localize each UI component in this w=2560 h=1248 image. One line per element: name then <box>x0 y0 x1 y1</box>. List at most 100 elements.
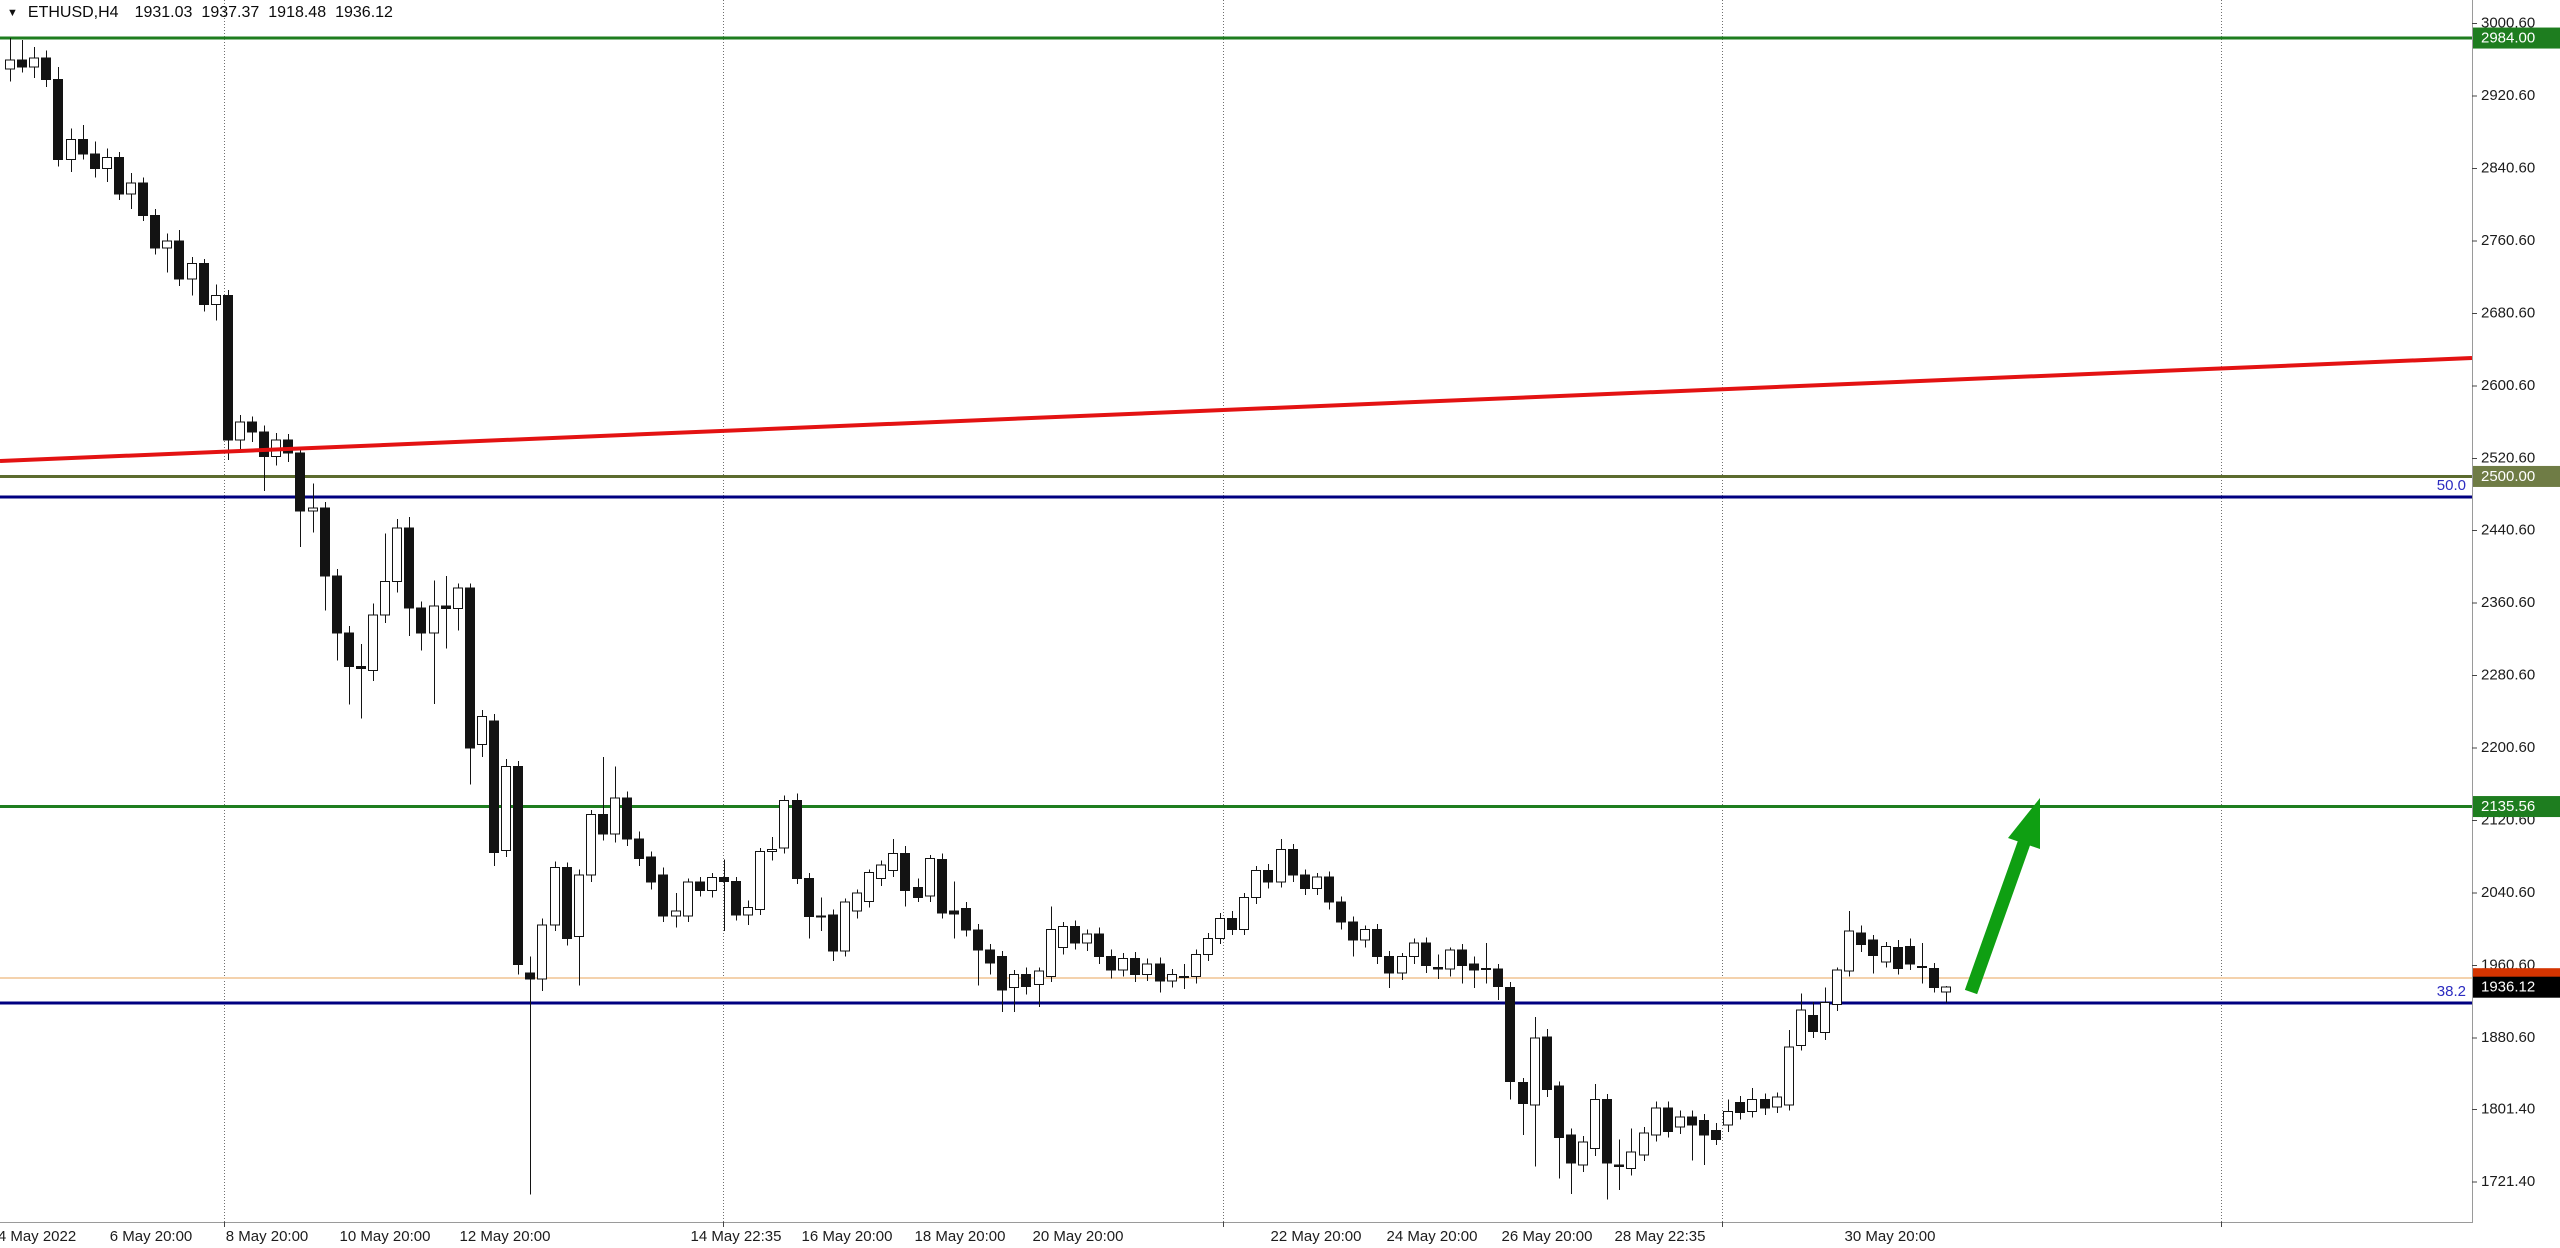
candle-body <box>1046 928 1056 977</box>
candle-body <box>1263 869 1273 883</box>
candle-body <box>17 59 27 68</box>
time-axis-label: 8 May 20:00 <box>226 1228 309 1245</box>
candle-body <box>1929 967 1939 988</box>
candle-body <box>1796 1009 1806 1046</box>
candle-body <box>1421 942 1431 967</box>
candle-body <box>1167 974 1177 982</box>
candle-body <box>695 881 705 891</box>
price-axis-label: 2280.60 <box>2481 667 2535 684</box>
candle-body <box>1747 1099 1757 1112</box>
candle-body <box>562 867 572 939</box>
candle-body <box>537 924 547 980</box>
candle-body <box>211 294 221 305</box>
candle-body <box>876 864 886 880</box>
candle-body <box>804 878 814 918</box>
candle-body <box>961 908 971 931</box>
candle-body <box>41 57 51 81</box>
price-badge-text: 2135.56 <box>2481 798 2535 815</box>
candle-body <box>247 421 257 433</box>
candle-body <box>295 452 305 512</box>
candle-body <box>1518 1081 1528 1104</box>
candle-body <box>1566 1134 1576 1164</box>
candle-body <box>610 797 620 835</box>
candle-body <box>1034 970 1044 986</box>
candle-body <box>1336 901 1346 923</box>
candle-body <box>1832 969 1842 1006</box>
candle-body <box>441 605 451 610</box>
candle-body <box>719 877 729 882</box>
candle-body <box>5 59 15 70</box>
candle-body <box>1021 974 1031 987</box>
time-axis-label: 10 May 20:00 <box>340 1228 431 1245</box>
candle-body <box>477 715 487 746</box>
candle-body <box>1542 1036 1552 1091</box>
candle-body <box>356 666 366 669</box>
candle-body <box>1808 1014 1818 1033</box>
candle-body <box>816 915 826 918</box>
candle-body <box>1118 957 1128 971</box>
candle-body <box>900 852 910 891</box>
candle-body <box>598 813 608 835</box>
candle-body <box>683 881 693 917</box>
fib-level-label: 50.0 <box>2437 477 2466 494</box>
time-axis-label: 6 May 20:00 <box>110 1228 193 1245</box>
candle-body <box>416 607 426 634</box>
candle-body <box>1384 956 1394 974</box>
candle-body <box>90 153 100 169</box>
candle-body <box>1760 1099 1770 1109</box>
ask-price-strip <box>2473 968 2560 978</box>
candle-body <box>138 182 148 217</box>
time-axis-label: 24 May 20:00 <box>1387 1228 1478 1245</box>
candle-body <box>320 507 330 577</box>
candle-body <box>1142 963 1152 976</box>
time-axis-label: 20 May 20:00 <box>1033 1228 1124 1245</box>
candle-body <box>235 421 245 441</box>
price-axis-label: 2920.60 <box>2481 87 2535 104</box>
candle-body <box>646 856 656 883</box>
symbol-period-label: ETHUSD,H4 <box>27 4 119 21</box>
candle-body <box>1082 933 1092 944</box>
candle-body <box>1288 849 1298 876</box>
candle-body <box>78 138 88 155</box>
candle-body <box>1493 968 1503 987</box>
candle-body <box>465 587 475 749</box>
candle-body <box>634 838 644 860</box>
candle-body <box>332 575 342 634</box>
candle-body <box>1215 917 1225 939</box>
candle-body <box>1590 1099 1600 1150</box>
up-arrow-head <box>2008 798 2040 849</box>
candle-body <box>1106 956 1116 971</box>
candle-body <box>743 907 753 916</box>
candle-body <box>925 858 935 897</box>
candle-body <box>1324 876 1334 903</box>
candle-body <box>283 439 293 454</box>
candle-body <box>1239 897 1249 930</box>
candle-body <box>1856 932 1866 946</box>
chart-dropdown-icon[interactable]: ▼ <box>7 7 18 19</box>
candle-body <box>114 157 124 195</box>
ohlc-high: 1937.37 <box>201 4 260 21</box>
candle-body <box>707 877 717 891</box>
candle-body <box>1276 849 1286 883</box>
candle-body <box>368 614 378 671</box>
price-axis-label: 2200.60 <box>2481 739 2535 756</box>
candle-body <box>150 215 160 249</box>
price-badge-olive-level <box>2473 465 2560 487</box>
candle-body <box>1578 1141 1588 1166</box>
candle-body <box>187 263 197 280</box>
price-axis-label: 1801.40 <box>2481 1101 2535 1118</box>
chart-title-bar: ▼ ETHUSD,H4 1931.03 1937.37 1918.48 1936… <box>7 4 402 22</box>
candle-body <box>864 871 874 902</box>
price-axis-label: 2600.60 <box>2481 377 2535 394</box>
candle-body <box>1881 946 1891 963</box>
candle-body <box>1941 986 1951 993</box>
time-axis-label: 14 May 22:35 <box>691 1228 782 1245</box>
candle-body <box>199 263 209 305</box>
candle-body <box>1445 949 1455 970</box>
candle-body <box>1639 1132 1649 1156</box>
candle-body <box>1917 965 1927 968</box>
candle-body <box>489 720 499 853</box>
up-arrow-shaft <box>1964 840 2031 995</box>
